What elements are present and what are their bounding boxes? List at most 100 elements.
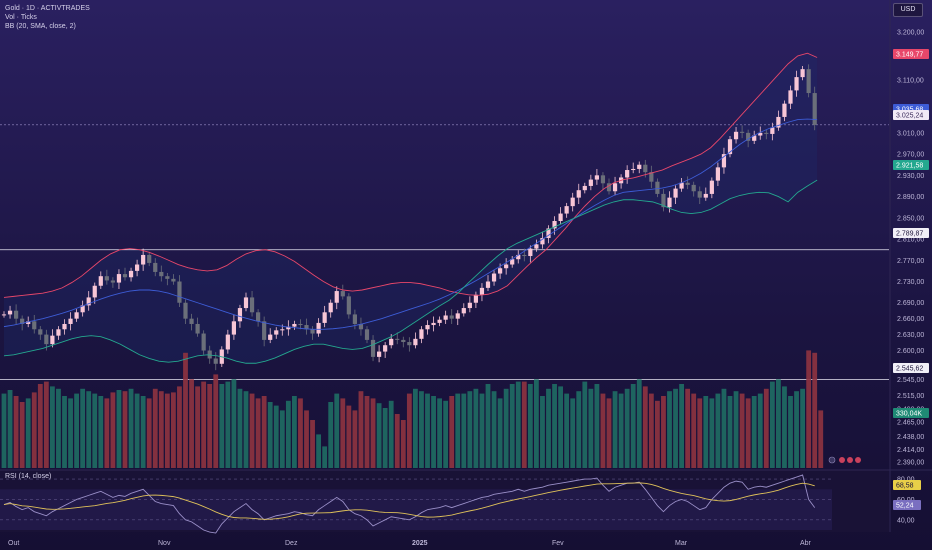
- candle-body: [600, 175, 606, 184]
- volume-bar: [219, 384, 225, 468]
- candle-body: [389, 338, 394, 346]
- volume-bar: [776, 379, 781, 468]
- price-tick-label: 2.660,00: [897, 316, 924, 323]
- price-tick-label: 2.730,00: [897, 279, 924, 286]
- candle-body: [582, 185, 587, 191]
- symbol-legend[interactable]: Gold · 1D · ACTIVTRADES: [5, 5, 90, 12]
- rsi-legend[interactable]: RSI (14, close): [5, 473, 52, 480]
- candle-body: [570, 197, 575, 207]
- volume-legend[interactable]: Vol · Ticks: [5, 14, 37, 21]
- price-tick-label: 3.200,00: [897, 30, 924, 37]
- volume-bar: [273, 405, 279, 468]
- candle-body: [383, 345, 388, 352]
- candle-body: [237, 308, 243, 322]
- candle-body: [395, 338, 400, 340]
- volume-bar: [122, 391, 128, 468]
- volume-bar: [68, 398, 73, 468]
- rsi-label-rsi-ma: 68,58: [896, 483, 914, 490]
- candle-body: [655, 181, 660, 194]
- candle-body: [141, 254, 146, 265]
- candle-body: [62, 323, 67, 330]
- candle-body: [407, 342, 412, 346]
- candle-body: [68, 318, 73, 324]
- volume-bar: [213, 374, 219, 468]
- time-tick-label: Out: [8, 540, 19, 547]
- volume-bar: [370, 398, 376, 468]
- candle-body: [153, 262, 158, 272]
- candle-body: [32, 321, 37, 330]
- volume-bar: [667, 391, 672, 468]
- price-tick-label: 2.630,00: [897, 332, 924, 339]
- volume-bar: [376, 403, 382, 468]
- candle-body: [612, 183, 618, 192]
- volume-bar: [600, 393, 606, 468]
- event-flag: [847, 457, 853, 463]
- volume-bar: [636, 379, 642, 468]
- volume-bar: [201, 381, 207, 468]
- volume-bar: [237, 388, 243, 468]
- time-tick-label: Dez: [285, 540, 298, 547]
- candle-body: [352, 314, 357, 324]
- price-label-box: [893, 110, 929, 120]
- candle-body: [449, 315, 454, 319]
- candle-body: [110, 280, 115, 283]
- volume-bar: [485, 384, 491, 468]
- candle-body: [588, 179, 593, 186]
- volume-bar: [322, 446, 328, 468]
- volume-bar: [394, 414, 400, 468]
- volume-bar: [62, 396, 67, 468]
- candle-body: [667, 197, 672, 208]
- candle-body: [691, 184, 696, 192]
- volume-bar: [648, 393, 654, 468]
- candle-body: [346, 296, 351, 315]
- price-tick-label: 2.545,00: [897, 377, 924, 384]
- volume-bar: [285, 400, 291, 468]
- candle-body: [159, 271, 164, 277]
- candle-body: [262, 321, 267, 340]
- volume-bar: [413, 388, 418, 468]
- candle-body: [625, 170, 630, 178]
- volume-bar: [74, 393, 79, 468]
- volume-bar: [594, 384, 600, 468]
- volume-bar: [642, 386, 648, 468]
- volume-bar: [491, 391, 497, 468]
- volume-bar: [400, 420, 406, 468]
- candle-body: [746, 132, 751, 141]
- volume-bar: [739, 393, 745, 468]
- candle-body: [135, 264, 140, 271]
- bb-legend[interactable]: BB (20, SMA, close, 2): [5, 23, 76, 30]
- currency-button[interactable]: USD: [893, 3, 923, 17]
- candle-body: [310, 329, 315, 334]
- candle-body: [631, 168, 636, 171]
- candle-body: [225, 334, 230, 350]
- candle-body: [231, 321, 236, 335]
- volume-bar: [382, 408, 388, 468]
- volume-bar: [292, 396, 297, 468]
- candle-body: [770, 127, 775, 134]
- volume-bar: [128, 388, 134, 468]
- volume-bar: [110, 392, 116, 468]
- candle-body: [679, 182, 684, 189]
- volume-bar: [56, 388, 61, 468]
- rsi-label-box: [893, 500, 921, 510]
- candle-body: [14, 310, 19, 319]
- price-tick-label: 2.465,00: [897, 420, 924, 427]
- volume-bar: [509, 384, 515, 468]
- rsi-ma-line: [3, 482, 815, 520]
- candle-body: [546, 228, 551, 238]
- candle-body: [461, 308, 466, 314]
- volume-bar: [769, 381, 775, 468]
- candle-body: [485, 281, 491, 288]
- candle-body: [491, 273, 497, 282]
- candle-body: [122, 274, 128, 278]
- volume-bar: [37, 384, 43, 468]
- candle-body: [413, 338, 418, 346]
- candle-body: [721, 154, 727, 168]
- price-label-hline: 2.545,62: [896, 366, 923, 373]
- price-label-box: [893, 228, 929, 238]
- volume-bar: [449, 396, 455, 468]
- price-tick-label: 2.930,00: [897, 173, 924, 180]
- volume-bar: [437, 398, 442, 468]
